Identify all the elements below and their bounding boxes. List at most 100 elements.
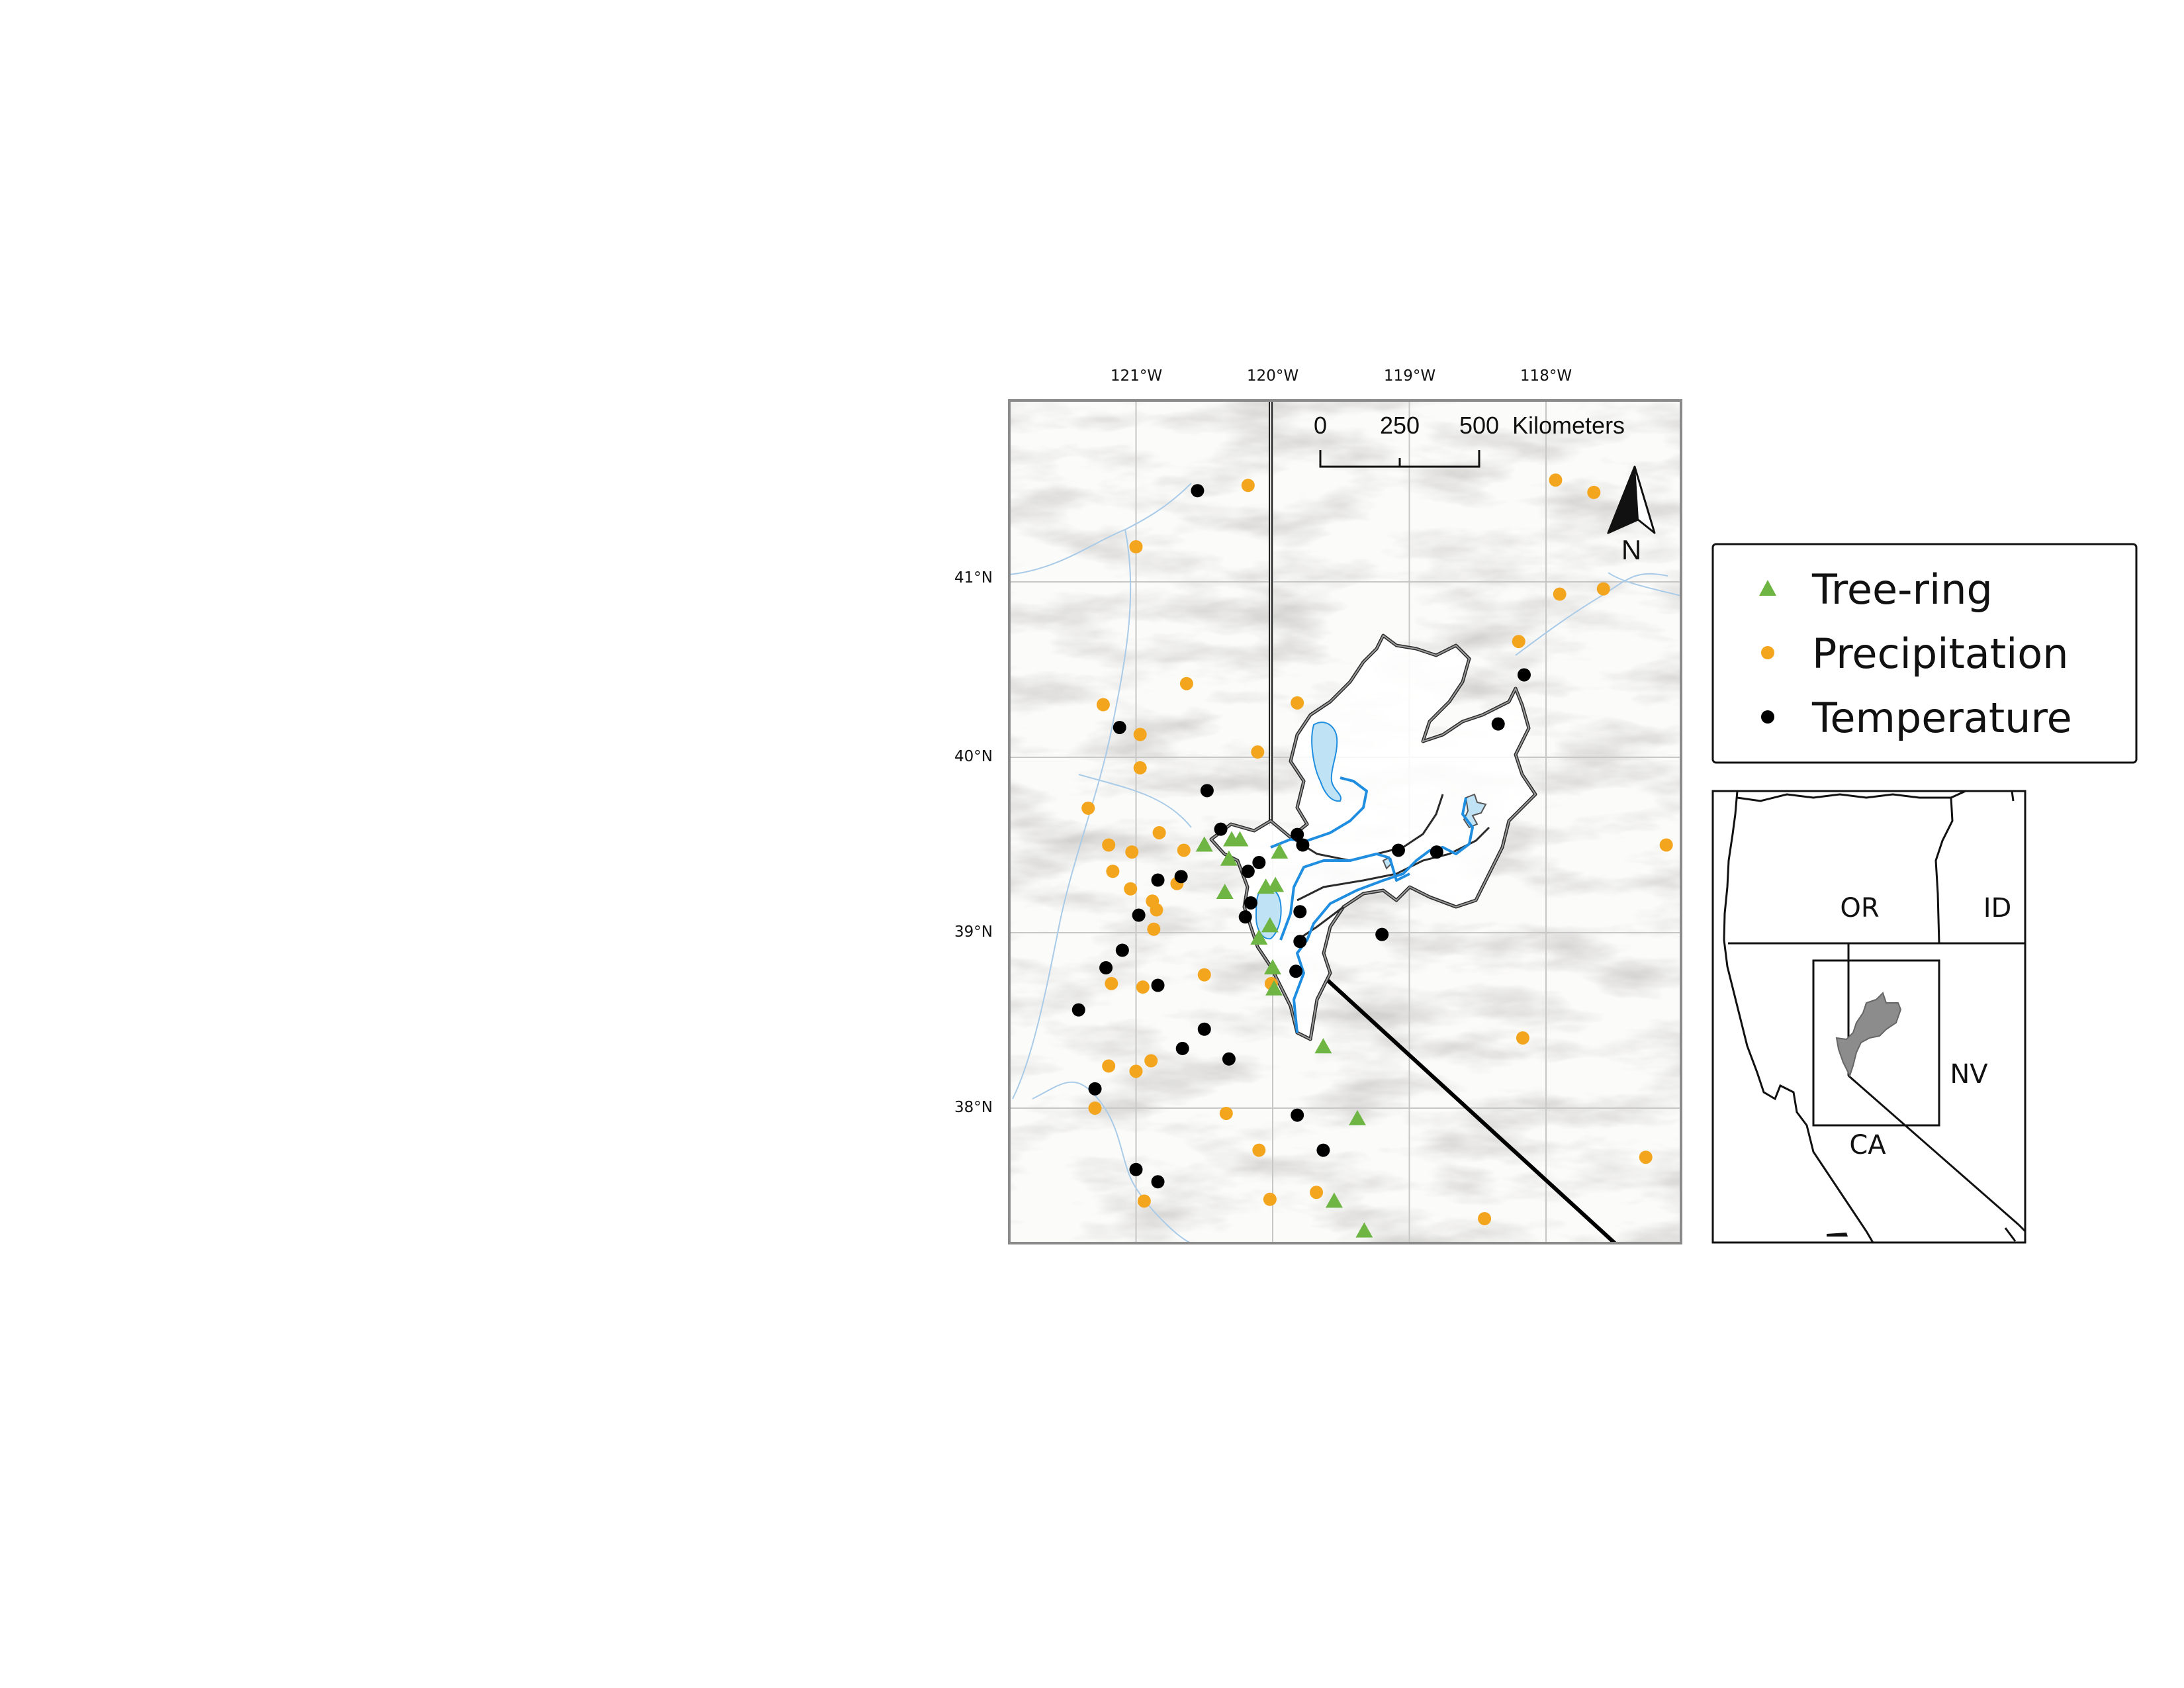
temperature-station bbox=[1291, 1108, 1304, 1122]
scale-tick-label: 250 bbox=[1380, 412, 1420, 439]
tree-ring-station bbox=[1261, 917, 1279, 933]
tree-ring-station bbox=[1216, 884, 1234, 900]
lon-label: 120°W bbox=[1247, 367, 1298, 385]
temperature-station bbox=[1129, 1162, 1143, 1176]
precipitation-station bbox=[1129, 1064, 1143, 1078]
lat-label: 41°N bbox=[954, 569, 993, 586]
inset-extent-box bbox=[1812, 959, 1940, 1127]
legend-label-temperature: Temperature bbox=[1811, 694, 2072, 742]
temperature-station bbox=[1291, 827, 1304, 841]
legend-box bbox=[1711, 543, 2138, 764]
precipitation-station bbox=[1088, 1102, 1102, 1115]
tree-ring-station bbox=[1325, 1192, 1343, 1208]
precipitation-station bbox=[1096, 698, 1110, 712]
precipitation-station bbox=[1081, 801, 1095, 815]
lat-label: 40°N bbox=[954, 748, 993, 765]
precipitation-station bbox=[1310, 1186, 1324, 1199]
inset-frame bbox=[1711, 790, 2026, 1244]
precipitation-station bbox=[1197, 968, 1211, 982]
temperature-station bbox=[1151, 1175, 1165, 1189]
north-arrow: N bbox=[1607, 465, 1656, 565]
precipitation-station bbox=[1179, 677, 1193, 690]
temperature-station bbox=[1238, 910, 1252, 924]
precipitation-station bbox=[1129, 540, 1143, 553]
temperature-station bbox=[1115, 943, 1129, 957]
state-border-diagonal bbox=[1325, 978, 1617, 1245]
temperature-dot-icon bbox=[1761, 710, 1774, 724]
precipitation-station bbox=[1137, 1194, 1151, 1208]
temperature-station bbox=[1088, 1082, 1102, 1096]
inset-state-lines bbox=[1723, 791, 2025, 1243]
precipitation-station bbox=[1219, 1106, 1233, 1120]
scale-bar: 0 250 500 Kilometers bbox=[1314, 412, 1625, 468]
precipitation-station bbox=[1147, 922, 1161, 936]
precipitation-station bbox=[1549, 473, 1563, 487]
precipitation-station bbox=[1291, 696, 1304, 710]
temperature-station bbox=[1296, 838, 1310, 852]
latitude-labels: 41°N 40°N 39°N 38°N bbox=[954, 569, 993, 1116]
inset-label-or: OR bbox=[1840, 893, 1879, 923]
precipitation-station bbox=[1144, 1054, 1158, 1068]
tree-ring-station bbox=[1195, 836, 1213, 852]
temperature-station bbox=[1132, 908, 1146, 922]
lon-label: 119°W bbox=[1384, 367, 1435, 385]
precipitation-station bbox=[1478, 1211, 1492, 1225]
temperature-station bbox=[1191, 484, 1205, 498]
temperature-station bbox=[1071, 1003, 1085, 1017]
background-rivers bbox=[1009, 483, 1681, 1243]
precipitation-station bbox=[1136, 980, 1150, 994]
temperature-station bbox=[1293, 935, 1307, 949]
temperature-station bbox=[1197, 1022, 1211, 1036]
inset-map: OR ID NV CA bbox=[1711, 790, 2026, 1244]
precipitation-station bbox=[1241, 479, 1255, 492]
temperature-station bbox=[1316, 1143, 1330, 1157]
temperature-station bbox=[1241, 865, 1255, 878]
precipitation-dot-icon bbox=[1761, 646, 1774, 659]
tree-ring-triangle-icon bbox=[1759, 580, 1776, 596]
temperature-station bbox=[1175, 1041, 1189, 1055]
tree-ring-station bbox=[1314, 1038, 1332, 1054]
temperature-station bbox=[1200, 784, 1214, 798]
scale-unit-label: Kilometers bbox=[1512, 412, 1625, 439]
tree-ring-station bbox=[1264, 959, 1281, 974]
temperature-station bbox=[1151, 873, 1165, 887]
legend: Tree-ring Precipitation Temperature bbox=[1711, 543, 2138, 764]
longitude-labels: 121°W 120°W 119°W 118°W bbox=[1111, 367, 1572, 385]
precipitation-station bbox=[1596, 582, 1610, 596]
temperature-station bbox=[1517, 668, 1531, 682]
tree-ring-station bbox=[1271, 843, 1289, 859]
inset-label-ca: CA bbox=[1849, 1130, 1886, 1160]
tree-ring-station bbox=[1349, 1109, 1367, 1125]
station-markers bbox=[1071, 473, 1673, 1238]
tree-ring-station bbox=[1231, 831, 1249, 847]
precipitation-station bbox=[1102, 838, 1116, 852]
tree-ring-station bbox=[1355, 1222, 1373, 1238]
temperature-station bbox=[1252, 856, 1266, 869]
inset-basin-icon bbox=[1835, 992, 1902, 1078]
precipitation-station bbox=[1251, 745, 1265, 759]
lat-label: 39°N bbox=[954, 923, 993, 941]
temperature-station bbox=[1491, 717, 1505, 731]
legend-label-precipitation: Precipitation bbox=[1812, 630, 2069, 678]
inset-label-id: ID bbox=[1983, 893, 2012, 923]
legend-label-tree-ring: Tree-ring bbox=[1811, 565, 1993, 614]
precipitation-station bbox=[1659, 838, 1673, 852]
lon-label: 118°W bbox=[1520, 367, 1572, 385]
temperature-station bbox=[1289, 964, 1303, 978]
precipitation-station bbox=[1106, 865, 1120, 878]
tree-ring-station bbox=[1257, 878, 1275, 894]
precipitation-station bbox=[1152, 825, 1166, 839]
temperature-station bbox=[1222, 1052, 1236, 1066]
precipitation-station bbox=[1125, 845, 1139, 859]
temperature-station bbox=[1174, 870, 1188, 884]
temperature-station bbox=[1151, 978, 1165, 992]
tree-ring-station bbox=[1250, 929, 1268, 945]
precipitation-station bbox=[1133, 727, 1147, 741]
precipitation-station bbox=[1105, 976, 1118, 990]
precipitation-station bbox=[1124, 882, 1138, 896]
temperature-station bbox=[1099, 961, 1113, 974]
main-map: 0 250 500 Kilometers N bbox=[1008, 399, 1682, 1245]
precipitation-station bbox=[1102, 1059, 1116, 1073]
precipitation-station bbox=[1516, 1031, 1529, 1045]
precipitation-station bbox=[1639, 1150, 1653, 1164]
